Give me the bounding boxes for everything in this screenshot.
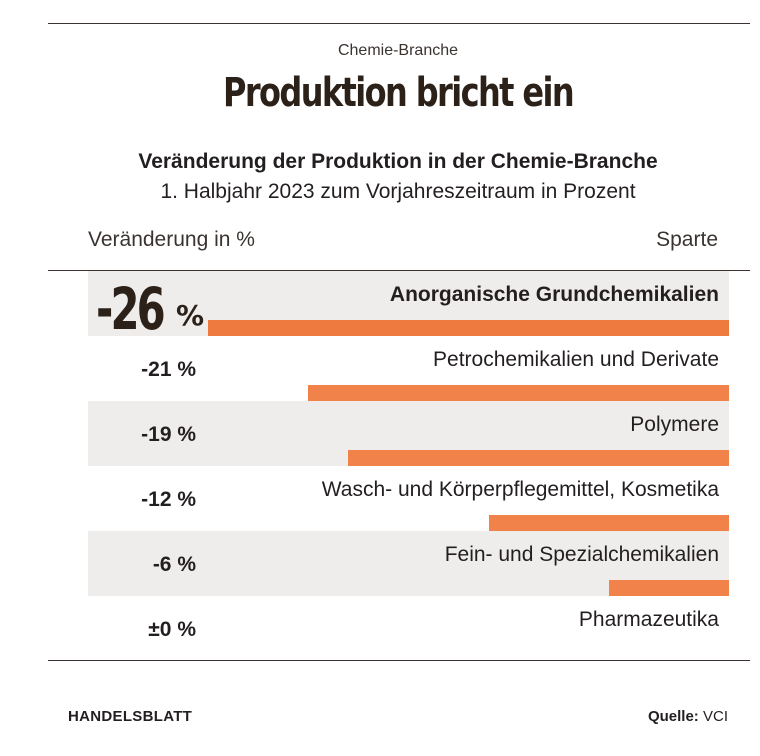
value-label: -12 %: [141, 488, 196, 511]
category-label: Wasch- und Körperpflegemittel, Kosmetika: [321, 478, 719, 501]
bar-chart: -26% Anorganische Grundchemikalien -21 % Pe…: [0, 271, 760, 661]
value-label-highlight: -26%: [96, 275, 204, 343]
category-label: Polymere: [630, 413, 719, 436]
source-value: VCI: [702, 708, 728, 725]
value-label: ±0 %: [148, 618, 196, 641]
headline: Produktion bricht ein: [222, 70, 575, 116]
value-label: -19 %: [141, 423, 196, 446]
value-label: -6 %: [152, 553, 196, 576]
category-label: Anorganische Grundchemikalien: [389, 283, 719, 306]
chart-title: Veränderung der Produktion in der Chemie…: [138, 150, 658, 173]
bar: [609, 580, 729, 596]
bar: [208, 320, 729, 336]
chart-subtitle: 1. Halbjahr 2023 zum Vorjahreszeitraum i…: [160, 180, 636, 203]
top-rule: [48, 23, 750, 24]
table-top-rule: [48, 270, 750, 271]
value-label-number: -26: [96, 275, 166, 343]
table-row: -6 % Fein- und Spezialchemikalien: [88, 531, 729, 596]
table-row: -12 % Wasch- und Körperpflegemittel, Kosm…: [88, 466, 729, 531]
column-header-change: Veränderung in %: [88, 228, 255, 251]
category-label: Pharmazeutika: [578, 608, 719, 631]
category-label: Petrochemikalien und Derivate: [433, 348, 719, 371]
source-label: Quelle:: [647, 708, 699, 725]
value-label-unit: %: [176, 299, 205, 332]
bar: [308, 385, 729, 401]
table-row: ±0 % Pharmazeutika: [88, 596, 729, 661]
category-label: Fein- und Spezialchemikalien: [444, 543, 719, 566]
value-label: -21 %: [141, 358, 196, 381]
bar: [489, 515, 729, 531]
brand-logo-text: HANDELSBLATT: [68, 708, 193, 725]
table-row: -19 % Polymere: [88, 401, 729, 466]
kicker: Chemie-Branche: [337, 42, 459, 59]
column-header-sector: Sparte: [656, 228, 718, 251]
bar: [348, 450, 729, 466]
table-bottom-rule: [48, 660, 750, 661]
table-row: -21 % Petrochemikalien und Derivate: [88, 336, 729, 401]
source-note: Quelle: VCI: [648, 708, 728, 725]
table-row: -26% Anorganische Grundchemikalien: [88, 271, 729, 343]
